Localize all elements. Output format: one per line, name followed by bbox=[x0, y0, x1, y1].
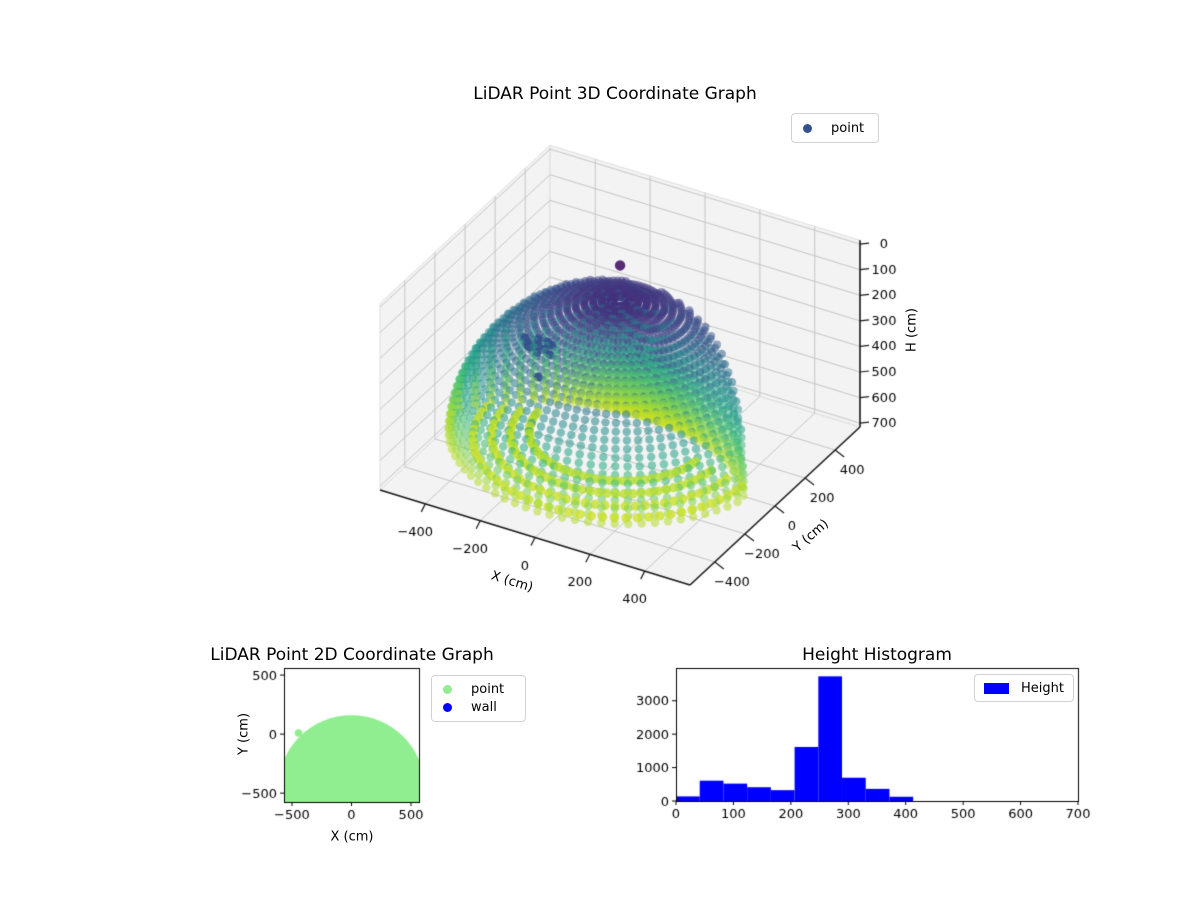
legend-label-point: point bbox=[831, 120, 865, 136]
point-legend-marker-icon bbox=[803, 123, 812, 133]
height-legend-swatch-icon bbox=[984, 682, 1010, 694]
histogram-title: Height Histogram bbox=[802, 645, 952, 665]
point-legend-marker-icon bbox=[443, 684, 452, 694]
plot2d-x-axis-label: X (cm) bbox=[330, 829, 374, 845]
plot2d-legend: point wall bbox=[431, 675, 526, 722]
legend-entry-wall: wall bbox=[443, 699, 514, 718]
plot3d-z-axis-label: H (cm) bbox=[904, 308, 920, 352]
legend-entry-point: point bbox=[443, 680, 514, 699]
legend-label-point: point bbox=[471, 681, 505, 697]
plot2d-title: LiDAR Point 2D Coordinate Graph bbox=[210, 645, 494, 665]
plot3d-legend: point bbox=[791, 113, 879, 143]
wall-legend-marker-icon bbox=[443, 703, 452, 713]
legend-label-wall: wall bbox=[471, 700, 497, 716]
histogram-legend: Height bbox=[974, 674, 1074, 702]
legend-entry-point: point bbox=[803, 119, 867, 138]
plot3d-title: LiDAR Point 3D Coordinate Graph bbox=[473, 84, 757, 104]
plot2d-y-axis-label: Y (cm) bbox=[236, 712, 252, 756]
legend-label-height: Height bbox=[1021, 680, 1064, 696]
